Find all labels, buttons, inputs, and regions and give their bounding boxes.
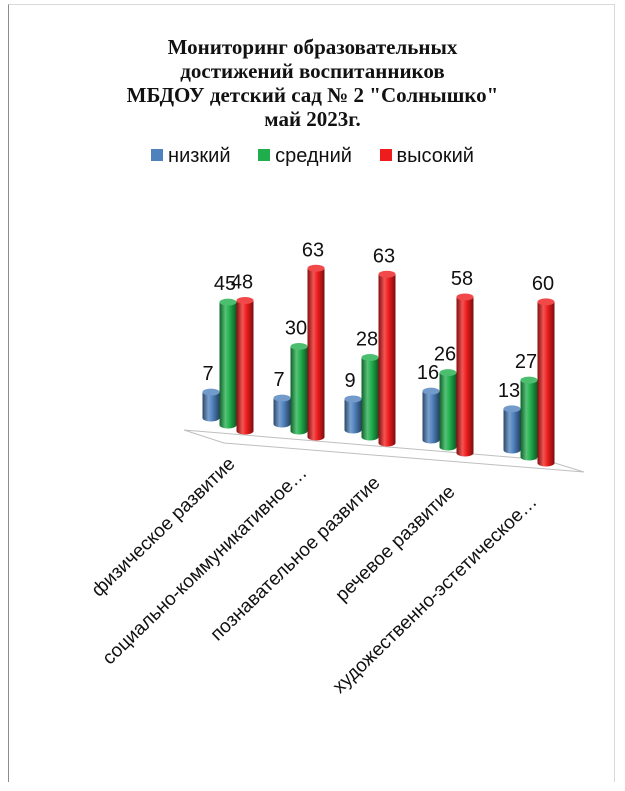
legend-label-low: низкий	[168, 145, 231, 167]
bar-low-top	[422, 387, 440, 395]
bar-medium-body	[520, 380, 538, 461]
category-tick-label: художественно-эстетическое…	[329, 491, 542, 697]
bar-low	[422, 387, 440, 444]
bar-low	[202, 388, 220, 422]
category-group	[503, 298, 555, 467]
chart-title: Мониторинг образовательных достижений во…	[0, 35, 625, 131]
bar-medium-top	[290, 342, 308, 350]
bar-high	[307, 264, 325, 441]
bar-low-body	[503, 408, 521, 454]
label-low: 13	[498, 380, 520, 402]
label-high: 48	[231, 272, 253, 294]
label-low: 9	[344, 370, 355, 392]
category-group	[273, 264, 325, 441]
bar-high-body	[537, 301, 555, 467]
bar-medium-body	[290, 346, 308, 435]
label-low: 7	[202, 363, 213, 385]
category-group	[202, 297, 254, 435]
bar-medium-top	[219, 298, 237, 306]
chart-title-line-4: май 2023г.	[264, 107, 361, 131]
label-medium: 30	[285, 317, 307, 339]
bar-high-body	[236, 300, 254, 435]
bar-low-top	[202, 388, 220, 396]
category-tick-label: физическое развитие	[88, 453, 240, 601]
bar-medium-top	[439, 369, 457, 377]
bar-high-body	[307, 268, 325, 441]
bar-high-top	[236, 297, 254, 305]
category-group	[344, 270, 396, 447]
bar-low-top	[344, 395, 362, 403]
bar-low-body	[202, 392, 220, 422]
bar-low	[273, 394, 291, 428]
bar-medium	[290, 342, 308, 435]
label-high: 63	[302, 239, 324, 261]
bar-high	[456, 293, 474, 457]
bar-medium-body	[219, 302, 237, 429]
chart-title-line-1: Мониторинг образовательных	[167, 35, 458, 59]
bar-high-top	[537, 298, 555, 306]
bar-high	[378, 270, 396, 447]
label-medium: 45	[214, 273, 236, 295]
legend-swatch-high	[379, 149, 392, 161]
bar-low-body	[273, 398, 291, 428]
legend-item-high: высокий	[379, 145, 474, 168]
bar-medium-top	[361, 354, 379, 362]
bar-medium	[439, 369, 457, 451]
bar-medium-top	[520, 376, 538, 384]
bar-medium-body	[361, 357, 379, 441]
bar-medium-body	[439, 372, 457, 451]
label-high: 63	[373, 245, 395, 267]
label-low: 7	[273, 369, 284, 391]
category-group	[422, 293, 474, 457]
category-tick-label: познавательное развитие	[207, 472, 385, 645]
legend-item-medium: средний	[258, 145, 352, 168]
label-low: 16	[417, 362, 439, 384]
bar-low-top	[273, 394, 291, 402]
bar-low-body	[422, 391, 440, 444]
bar-low	[344, 395, 362, 434]
legend-label-high: высокий	[396, 145, 474, 167]
bar-medium	[520, 376, 538, 461]
legend-label-medium: средний	[275, 145, 352, 167]
chart-floor	[183, 429, 585, 473]
chart-title-line-2: достижений воспитанников	[180, 59, 445, 83]
bar-high-body	[378, 274, 396, 447]
label-medium: 28	[356, 329, 378, 351]
bar-medium	[219, 298, 237, 429]
label-medium: 26	[434, 344, 456, 366]
label-medium: 27	[515, 351, 537, 373]
bar-medium	[361, 354, 379, 441]
bar-high-body	[456, 297, 474, 457]
bar-low-top	[503, 405, 521, 413]
bar-high-top	[456, 293, 474, 301]
legend-swatch-medium	[258, 149, 271, 161]
chart-frame	[8, 4, 615, 782]
bar-high	[236, 297, 254, 435]
legend-item-low: низкий	[151, 145, 231, 168]
legend-swatch-low	[151, 149, 164, 161]
bar-high	[537, 298, 555, 467]
label-high: 60	[532, 273, 554, 295]
bar-low-body	[344, 399, 362, 434]
bar-high-top	[307, 264, 325, 272]
bar-low	[503, 405, 521, 454]
chart-legend: низкий средний высокий	[0, 145, 625, 168]
bar-high-top	[378, 270, 396, 278]
chart-title-line-3: МБДОУ детский сад № 2 "Солнышко"	[126, 83, 499, 107]
label-high: 58	[451, 268, 473, 290]
